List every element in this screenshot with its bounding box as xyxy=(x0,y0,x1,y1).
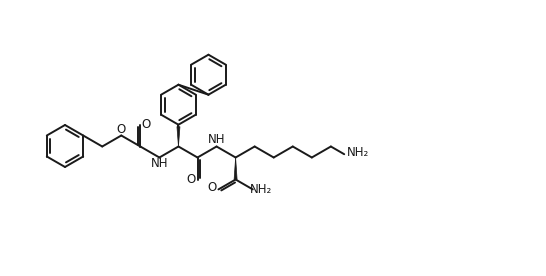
Text: NH₂: NH₂ xyxy=(250,183,272,196)
Polygon shape xyxy=(177,127,180,147)
Text: NH: NH xyxy=(208,133,225,146)
Text: O: O xyxy=(208,181,217,194)
Text: NH: NH xyxy=(151,157,168,170)
Text: NH₂: NH₂ xyxy=(347,146,369,159)
Text: O: O xyxy=(142,118,151,131)
Polygon shape xyxy=(234,158,237,179)
Text: O: O xyxy=(186,173,195,186)
Text: O: O xyxy=(117,123,126,136)
